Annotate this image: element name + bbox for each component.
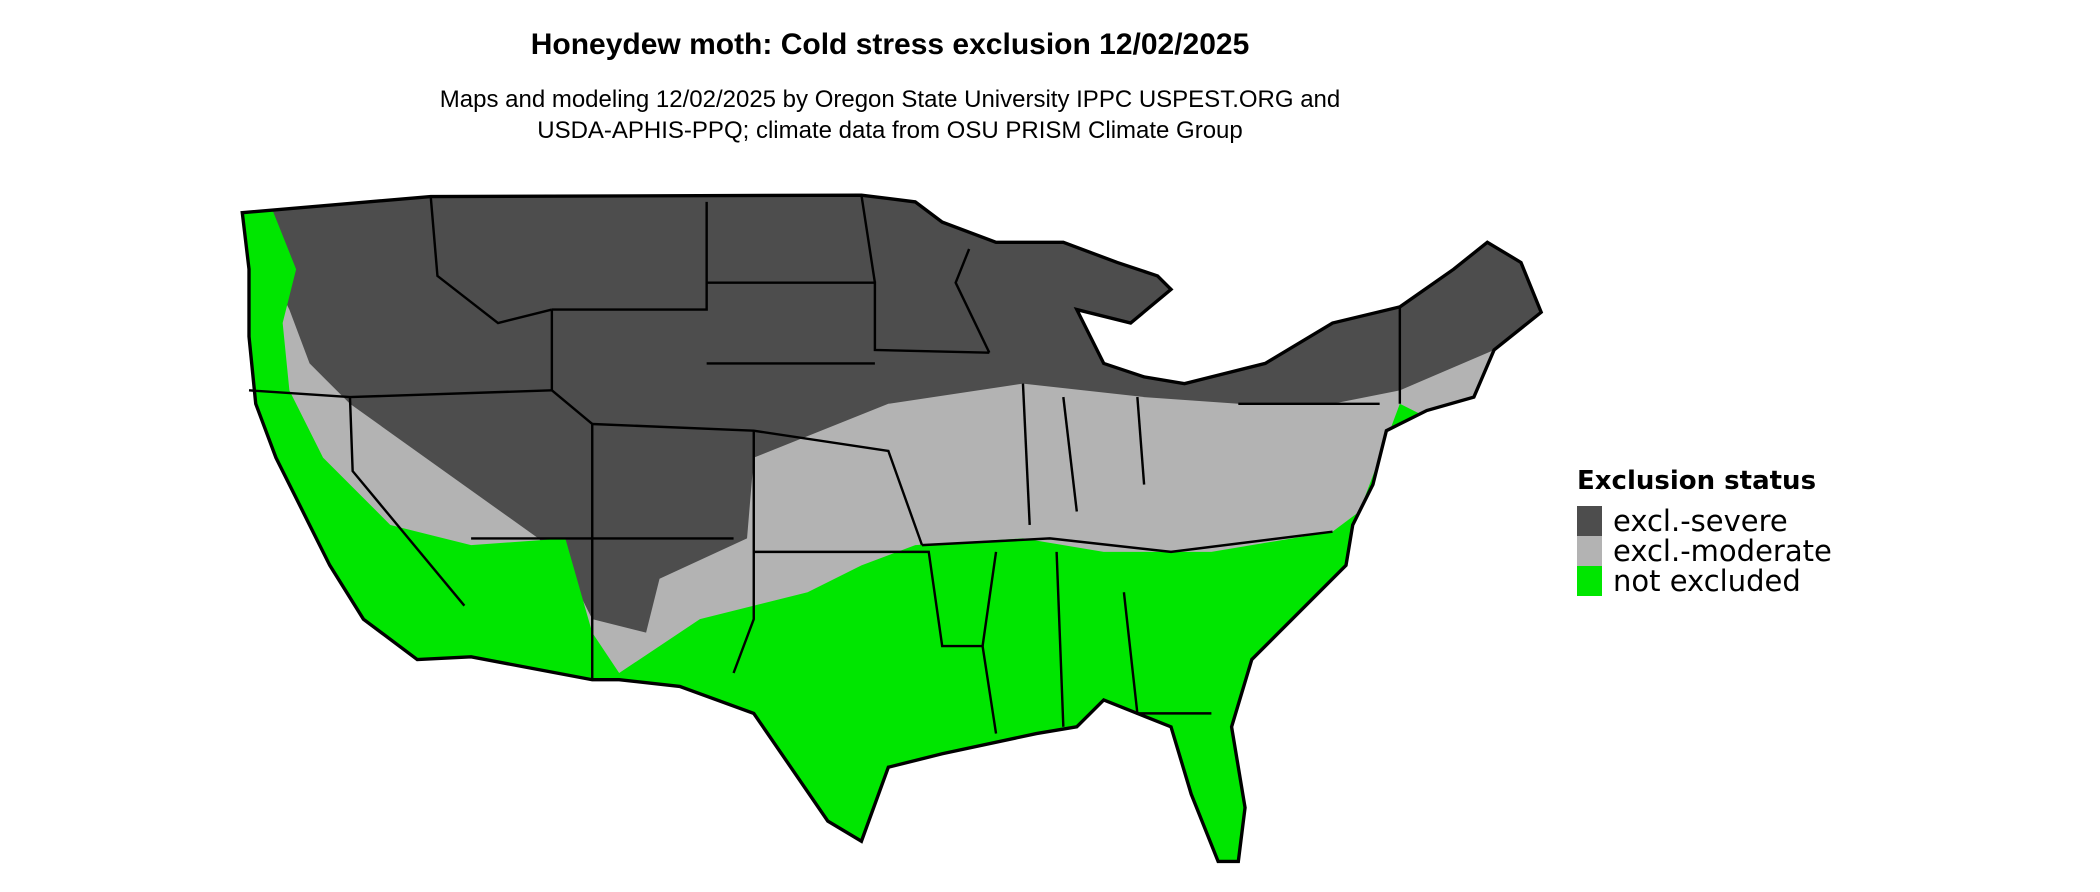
us-outline (240, 193, 1544, 864)
state-border (551, 201, 708, 311)
state-border (592, 422, 924, 546)
legend-label: excl.-moderate (1613, 534, 1832, 568)
legend-label: excl.-severe (1613, 504, 1788, 538)
legend-item-moderate: excl.-moderate (1577, 536, 1832, 566)
legend-item-severe: excl.-severe (1577, 506, 1832, 536)
state-border (348, 397, 466, 607)
legend-label: not excluded (1613, 564, 1801, 598)
legend: Exclusion status excl.-severe excl.-mode… (1577, 466, 1832, 596)
legend-swatch-not-excluded (1577, 566, 1602, 596)
state-border (429, 196, 553, 325)
legend-swatch-moderate (1577, 536, 1602, 566)
legend-item-not-excluded: not excluded (1577, 566, 1832, 596)
state-border (981, 551, 998, 647)
state-border (954, 248, 991, 354)
state-border (732, 430, 755, 674)
legend-swatch-severe (1577, 506, 1602, 536)
state-border (1062, 396, 1079, 512)
state-border (1055, 551, 1065, 727)
legend-title: Exclusion status (1577, 466, 1817, 496)
subtitle-line-1: Maps and modeling 12/02/2025 by Oregon S… (439, 86, 1341, 113)
subtitle-line-2: USDA-APHIS-PPQ; climate data from OSU PR… (537, 117, 1243, 144)
state-border (706, 281, 990, 354)
state-border (1136, 396, 1146, 485)
state-border (1021, 383, 1031, 525)
state-border (550, 309, 594, 680)
state-border (860, 194, 877, 283)
state-border (753, 550, 998, 734)
map-title: Honeydew moth: Cold stress exclusion 12/… (530, 28, 1250, 61)
state-border (921, 530, 1333, 554)
map-subtitle: Maps and modeling 12/02/2025 by Oregon S… (240, 84, 1540, 146)
